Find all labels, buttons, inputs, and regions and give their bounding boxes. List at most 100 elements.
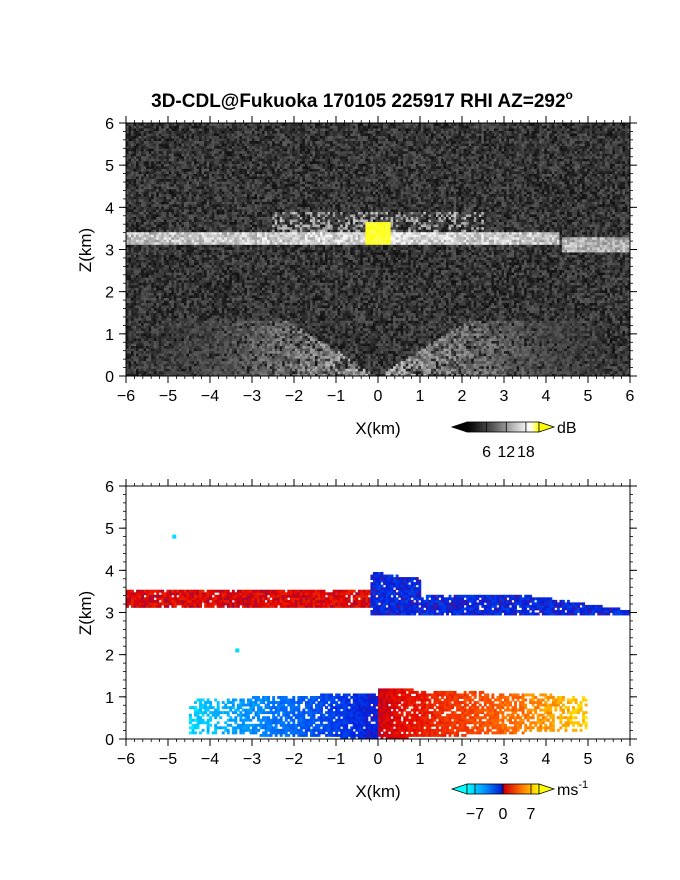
reflectivity-cell: [136, 216, 139, 220]
reflectivity-cell: [173, 264, 177, 268]
reflectivity-cell: [148, 257, 152, 261]
reflectivity-cell: [246, 186, 250, 190]
reflectivity-cell: [156, 262, 160, 266]
reflectivity-cell: [181, 322, 185, 326]
reflectivity-cell: [183, 211, 187, 215]
reflectivity-cell: [128, 330, 132, 334]
reflectivity-cell: [229, 128, 233, 131]
reflectivity-cell: [204, 358, 208, 362]
reflectivity-cell: [151, 231, 155, 235]
reflectivity-cell: [183, 130, 187, 134]
reflectivity-cell: [173, 216, 177, 220]
reflectivity-cell: [244, 231, 248, 235]
reflectivity-cell: [204, 279, 208, 283]
reflectivity-cell: [241, 292, 245, 296]
reflectivity-cell: [151, 244, 155, 248]
reflectivity-cell: [163, 206, 167, 210]
reflectivity-cell: [186, 315, 190, 319]
reflectivity-cell: [183, 168, 187, 172]
reflectivity-cell: [204, 332, 208, 336]
reflectivity-cell: [158, 307, 162, 311]
reflectivity-cell: [211, 338, 215, 341]
reflectivity-cell: [219, 201, 223, 205]
reflectivity-cell: [161, 148, 165, 152]
reflectivity-cell: [161, 130, 165, 134]
reflectivity-cell: [178, 307, 182, 311]
reflectivity-cell: [176, 211, 180, 215]
reflectivity-cell: [196, 130, 200, 134]
reflectivity-cell: [221, 267, 225, 271]
reflectivity-cell: [196, 148, 200, 152]
reflectivity-cell: [226, 252, 230, 255]
reflectivity-cell: [128, 292, 132, 296]
reflectivity-cell: [173, 267, 177, 271]
reflectivity-cell: [181, 140, 185, 144]
reflectivity-cell: [178, 300, 182, 304]
reflectivity-cell: [171, 168, 175, 172]
reflectivity-cell: [224, 178, 228, 182]
reflectivity-cell: [199, 241, 202, 245]
reflectivity-cell: [214, 145, 218, 149]
reflectivity-cell: [138, 125, 142, 129]
reflectivity-cell: [244, 360, 248, 364]
reflectivity-cell: [146, 196, 150, 200]
reflectivity-cell: [231, 158, 235, 162]
reflectivity-cell: [178, 360, 182, 364]
reflectivity-cell: [138, 338, 142, 341]
reflectivity-cell: [199, 171, 202, 174]
reflectivity-cell: [211, 330, 215, 334]
reflectivity-cell: [136, 360, 139, 364]
reflectivity-cell: [249, 335, 253, 339]
reflectivity-cell: [239, 292, 243, 296]
reflectivity-cell: [136, 322, 139, 326]
reflectivity-cell: [229, 310, 233, 314]
reflectivity-cell: [194, 269, 197, 273]
reflectivity-cell: [214, 287, 218, 291]
reflectivity-cell: [161, 297, 165, 301]
reflectivity-cell: [209, 315, 213, 319]
reflectivity-cell: [161, 353, 165, 357]
reflectivity-cell: [231, 355, 235, 359]
reflectivity-cell: [138, 241, 142, 245]
reflectivity-cell: [156, 335, 160, 339]
reflectivity-cell: [229, 206, 233, 210]
reflectivity-cell: [158, 267, 162, 271]
reflectivity-cell: [214, 338, 218, 341]
reflectivity-cell: [244, 307, 248, 311]
reflectivity-cell: [178, 254, 182, 258]
reflectivity-cell: [209, 125, 213, 129]
reflectivity-cell: [246, 350, 250, 354]
reflectivity-cell: [133, 234, 137, 238]
reflectivity-cell: [216, 168, 220, 172]
reflectivity-cell: [219, 229, 223, 233]
reflectivity-cell: [171, 340, 175, 344]
reflectivity-cell: [171, 343, 175, 347]
reflectivity-cell: [128, 196, 132, 200]
reflectivity-cell: [186, 231, 190, 235]
reflectivity-cell: [151, 317, 155, 321]
reflectivity-cell: [183, 186, 187, 190]
reflectivity-cell: [221, 373, 225, 376]
reflectivity-cell: [166, 252, 170, 255]
reflectivity-cell: [231, 315, 235, 319]
reflectivity-cell: [236, 360, 240, 364]
reflectivity-cell: [163, 353, 167, 357]
reflectivity-cell: [194, 216, 197, 220]
reflectivity-cell: [168, 277, 172, 281]
reflectivity-cell: [241, 236, 245, 240]
reflectivity-cell: [234, 148, 238, 152]
reflectivity-cell: [211, 135, 215, 139]
reflectivity-cell: [143, 183, 147, 187]
reflectivity-cell: [189, 143, 192, 147]
reflectivity-cell: [141, 155, 145, 159]
reflectivity-cell: [148, 353, 152, 357]
reflectivity-cell: [143, 252, 147, 255]
reflectivity-cell: [181, 244, 185, 248]
reflectivity-cell: [199, 363, 202, 367]
reflectivity-cell: [214, 143, 218, 147]
reflectivity-cell: [204, 244, 208, 248]
reflectivity-cell: [249, 282, 253, 286]
reflectivity-cell: [161, 234, 165, 238]
reflectivity-cell: [173, 246, 177, 250]
reflectivity-cell: [176, 312, 180, 316]
